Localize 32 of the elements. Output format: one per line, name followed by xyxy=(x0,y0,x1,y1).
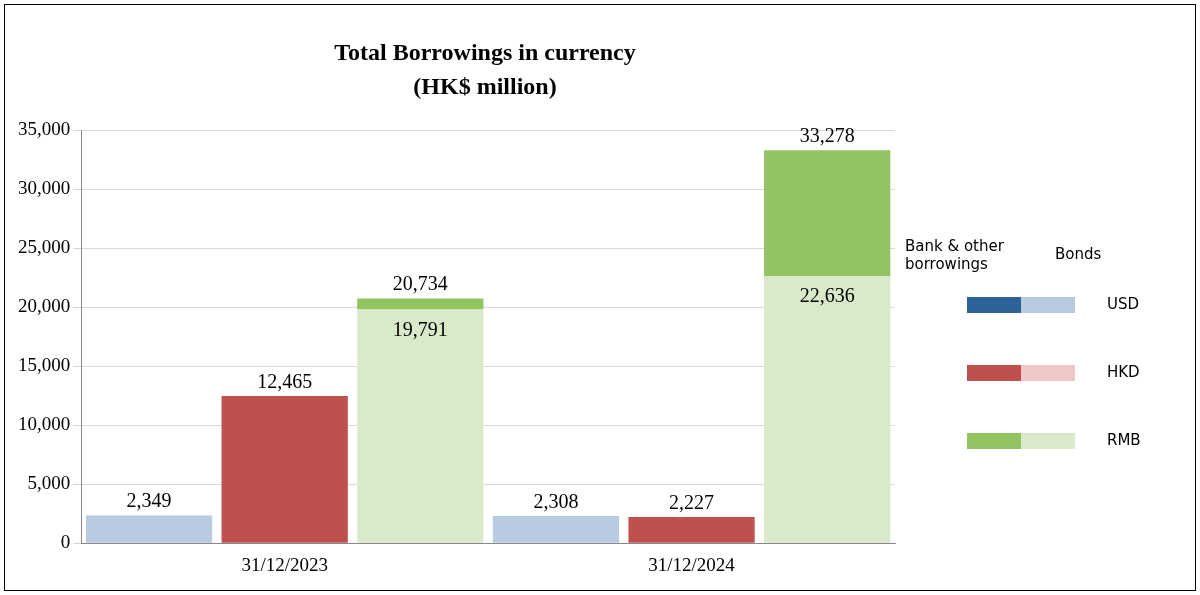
text: RMB xyxy=(1107,431,1141,449)
y-tick-label: 5,000 xyxy=(27,472,71,494)
y-tick-label: 10,000 xyxy=(18,413,71,435)
chart-title: Total Borrowings in currency (HK$ million) xyxy=(333,38,637,101)
data-label: 12,465 xyxy=(257,370,313,393)
bar xyxy=(357,298,484,310)
y-tick-label: 20,000 xyxy=(18,295,71,317)
total-label: 33,278 xyxy=(799,124,855,147)
bar xyxy=(764,275,891,543)
y-tick-label: 30,000 xyxy=(18,177,71,199)
data-label: 2,308 xyxy=(533,489,579,512)
x-tick-label: 31/12/2023 xyxy=(241,553,328,575)
bar xyxy=(628,516,755,543)
text: USD xyxy=(1107,295,1140,313)
bar xyxy=(221,396,348,543)
text: HKD xyxy=(1107,363,1140,381)
data-label: 2,349 xyxy=(126,489,172,512)
x-tick-label: 31/12/2024 xyxy=(648,553,736,575)
data-label: 2,227 xyxy=(669,490,715,513)
y-tick-label: 35,000 xyxy=(18,117,71,139)
y-tick-label: 25,000 xyxy=(18,236,71,258)
series-label: Bank & other borrowings xyxy=(905,237,1005,273)
total-label: 20,734 xyxy=(392,272,448,295)
bar xyxy=(357,309,484,543)
data-label: 22,636 xyxy=(799,283,855,306)
bar xyxy=(85,515,213,543)
y-tick-label: 15,000 xyxy=(18,354,71,376)
bar xyxy=(492,515,620,543)
y-tick-label: 0 xyxy=(60,531,71,553)
bar xyxy=(764,150,891,276)
data-label: 19,791 xyxy=(392,317,448,340)
text: Bonds xyxy=(1055,245,1103,263)
